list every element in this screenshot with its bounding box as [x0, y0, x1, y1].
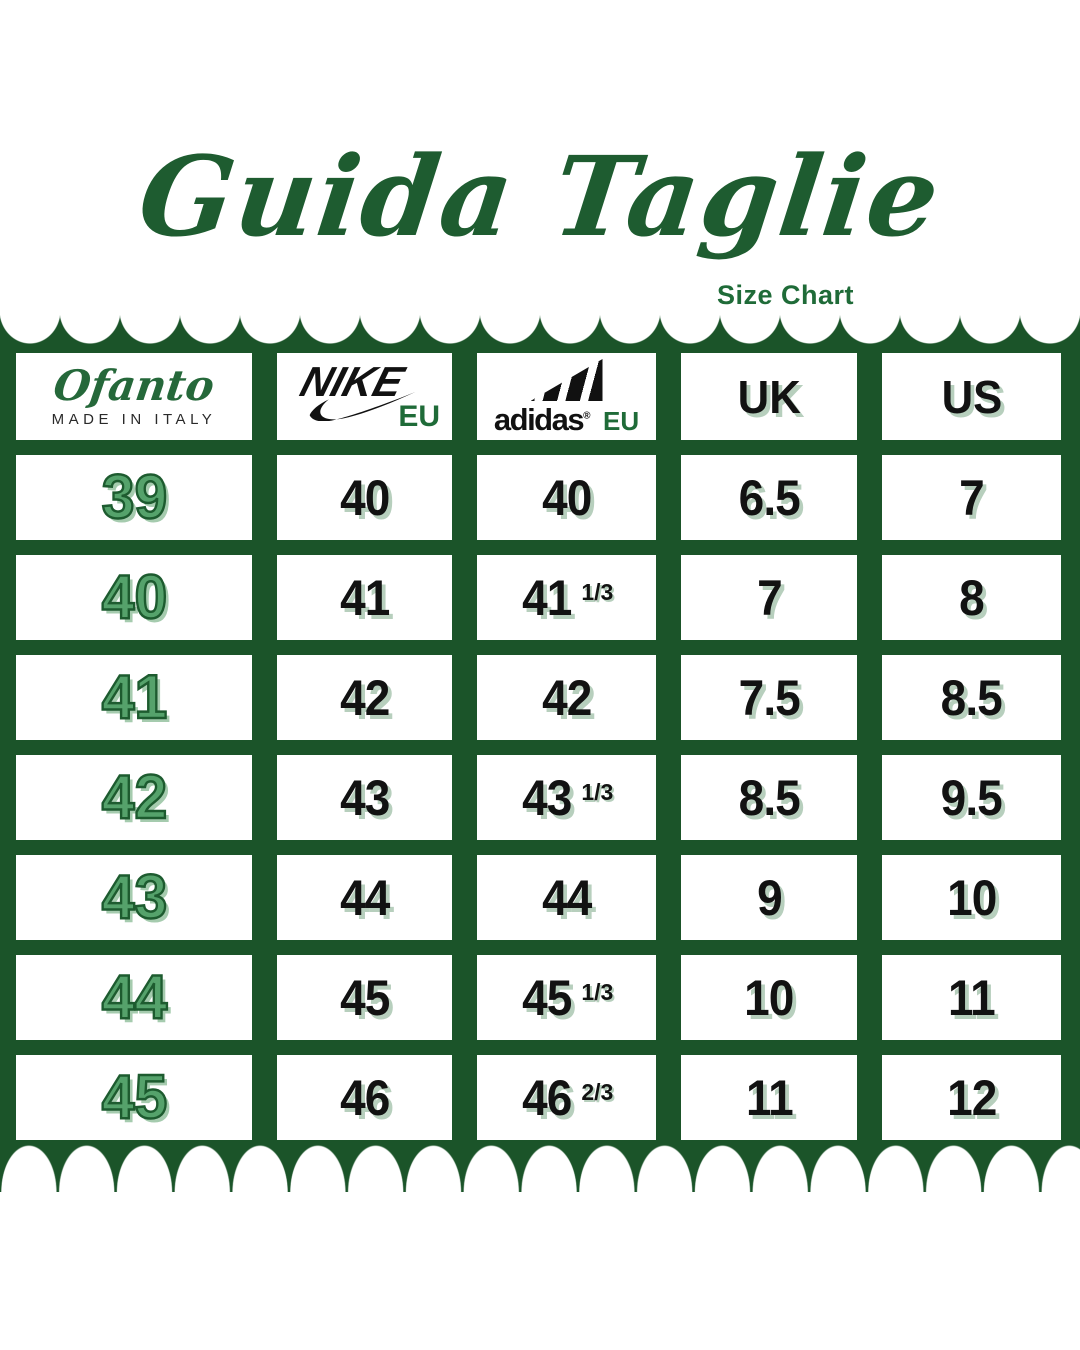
table-row-2-ofanto-cell: 41	[16, 655, 252, 740]
nike-size-value: 40	[339, 469, 390, 526]
nike-size-value: 46	[339, 1069, 390, 1126]
table-row-1-us-cell: 8	[882, 555, 1061, 640]
table-row-6-ofanto-cell: 45	[16, 1055, 252, 1140]
table-row-4-uk-cell: 9	[681, 855, 857, 940]
table-row-5-ofanto-cell: 44	[16, 955, 252, 1040]
header-cell-ofanto: Ofanto MADE IN ITALY	[16, 353, 252, 440]
table-row-3-ofanto-cell: 42	[16, 755, 252, 840]
scallop-bottom-edge	[0, 1143, 1080, 1192]
table-row-2-nike-cell: 42	[277, 655, 452, 740]
table-row-6-nike-cell: 46	[277, 1055, 452, 1140]
nike-swoosh-icon	[309, 392, 415, 422]
table-row-5-us-cell: 11	[882, 955, 1061, 1040]
table-row-1-uk-cell: 7	[681, 555, 857, 640]
table-row-0-uk-cell: 6.5	[681, 455, 857, 540]
nike-size-value: 42	[339, 669, 390, 726]
adidas-size-fraction: 1/3	[581, 979, 614, 1005]
adidas-size-value: 46	[521, 1069, 572, 1126]
adidas-eu-label: EU	[602, 406, 640, 436]
table-row-5-adidas-cell: 45 1/3	[477, 955, 656, 1040]
us-size-value: 12	[946, 1069, 997, 1126]
ofanto-made-in-italy-label: MADE IN ITALY	[51, 411, 217, 428]
adidas-size-fraction: 2/3	[581, 1079, 614, 1105]
ofanto-logo: Ofanto	[50, 361, 218, 410]
table-row-0-ofanto-cell: 39	[16, 455, 252, 540]
table-row-2-uk-cell: 7.5	[681, 655, 857, 740]
adidas-size-value: 43	[521, 769, 572, 826]
uk-column-label: UK	[737, 370, 801, 423]
header-cell-uk: UK	[681, 353, 857, 440]
ofanto-size-value: 40	[100, 562, 168, 634]
adidas-size-fraction: 1/3	[581, 779, 614, 805]
ofanto-size-value: 42	[100, 762, 168, 834]
adidas-size-value: 41	[521, 569, 572, 626]
table-row-5-uk-cell: 10	[681, 955, 857, 1040]
uk-size-value: 6.5	[738, 469, 800, 526]
uk-size-value: 11	[745, 1069, 794, 1126]
table-row-4-ofanto-cell: 43	[16, 855, 252, 940]
uk-size-value: 10	[744, 969, 794, 1026]
header-cell-adidas: adidas® EU	[477, 353, 656, 440]
us-size-value: 8	[959, 569, 985, 626]
adidas-size-value: 40	[541, 469, 592, 526]
us-size-value: 9.5	[940, 769, 1003, 826]
table-row-5-nike-cell: 45	[277, 955, 452, 1040]
adidas-wordmark: adidas®	[493, 402, 591, 437]
uk-size-value: 7	[756, 569, 783, 626]
table-row-4-nike-cell: 44	[277, 855, 452, 940]
nike-size-value: 44	[339, 869, 390, 926]
table-row-2-us-cell: 8.5	[882, 655, 1061, 740]
table-row-3-adidas-cell: 43 1/3	[477, 755, 656, 840]
table-row-1-nike-cell: 41	[277, 555, 452, 640]
nike-logo: NIKE	[289, 358, 417, 422]
adidas-size-fraction: 1/3	[581, 579, 614, 605]
adidas-size-value: 44	[541, 869, 592, 926]
scallop-top-edge	[0, 310, 1080, 352]
us-size-value: 8.5	[940, 669, 1003, 726]
uk-size-value: 9	[756, 869, 783, 926]
uk-size-value: 8.5	[738, 769, 800, 826]
header-cell-us: US	[882, 353, 1061, 440]
page-subtitle: Size Chart	[716, 280, 854, 310]
nike-size-value: 43	[339, 769, 390, 826]
adidas-size-value: 45	[521, 969, 572, 1026]
table-row-6-adidas-cell: 46 2/3	[477, 1055, 656, 1140]
uk-size-value: 7.5	[738, 669, 800, 726]
table-row-1-adidas-cell: 41 1/3	[477, 555, 656, 640]
us-size-value: 7	[959, 469, 985, 526]
size-table-board: Ofanto MADE IN ITALY NIKE EU adidas®	[0, 310, 1080, 1192]
table-row-0-adidas-cell: 40	[477, 455, 656, 540]
nike-size-value: 41	[339, 569, 390, 626]
us-size-value: 11	[948, 969, 996, 1026]
header-cell-nike: NIKE EU	[277, 353, 452, 440]
registered-mark-icon: ®	[583, 410, 590, 422]
table-row-0-us-cell: 7	[882, 455, 1061, 540]
table-row-6-us-cell: 12	[882, 1055, 1061, 1140]
ofanto-size-value: 39	[100, 462, 168, 534]
us-size-value: 10	[946, 869, 997, 926]
adidas-size-value: 42	[541, 669, 592, 726]
ofanto-size-value: 45	[100, 1062, 168, 1134]
table-row-3-us-cell: 9.5	[882, 755, 1061, 840]
ofanto-size-value: 44	[100, 962, 168, 1034]
table-row-0-nike-cell: 40	[277, 455, 452, 540]
table-row-3-uk-cell: 8.5	[681, 755, 857, 840]
table-row-6-uk-cell: 11	[681, 1055, 857, 1140]
ofanto-size-value: 43	[100, 862, 168, 934]
size-grid: Ofanto MADE IN ITALY NIKE EU adidas®	[16, 353, 1061, 1140]
adidas-logo-icon	[530, 359, 603, 401]
table-row-3-nike-cell: 43	[277, 755, 452, 840]
nike-size-value: 45	[339, 969, 390, 1026]
us-column-label: US	[941, 370, 1002, 423]
ofanto-size-value: 41	[100, 662, 168, 734]
nike-eu-label: EU	[398, 400, 440, 433]
table-row-2-adidas-cell: 42	[477, 655, 656, 740]
table-row-4-adidas-cell: 44	[477, 855, 656, 940]
table-row-1-ofanto-cell: 40	[16, 555, 252, 640]
page-title: Guida Taglie	[132, 132, 948, 261]
table-row-4-us-cell: 10	[882, 855, 1061, 940]
